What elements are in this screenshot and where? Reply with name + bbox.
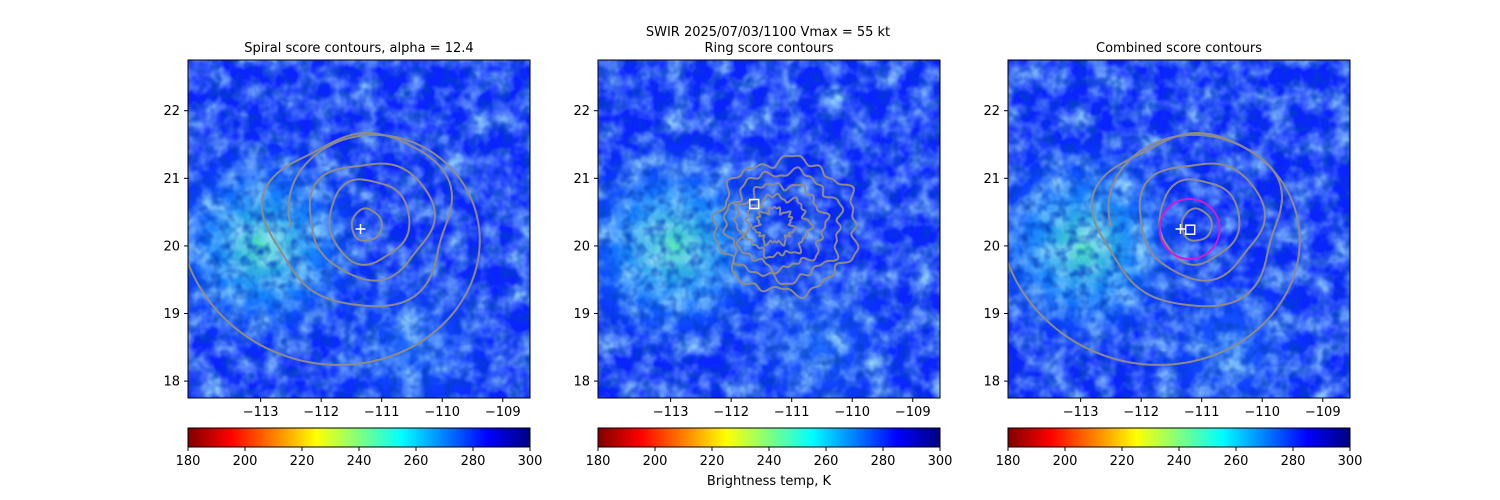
x-tick-label: −109 xyxy=(1305,405,1341,420)
x-tick-label: −112 xyxy=(1123,405,1159,420)
contour-line xyxy=(350,207,383,242)
contour-line xyxy=(1008,133,1301,366)
x-tick-label: −110 xyxy=(1244,405,1280,420)
y-tick-label: 18 xyxy=(983,375,1000,390)
x-tick-label: −110 xyxy=(424,405,460,420)
colorbar-tick-label: 280 xyxy=(461,454,486,469)
colorbar xyxy=(597,427,941,448)
y-tick-label: 19 xyxy=(573,307,590,322)
axes-frame xyxy=(597,59,941,399)
panel-title: Combined score contours xyxy=(1096,41,1262,56)
colorbar-tick-label: 280 xyxy=(1281,454,1306,469)
panel-title: Ring score contours xyxy=(704,41,833,56)
panel-3: Combined score contours −113 −112 −111 −110 −… xyxy=(983,41,1362,469)
colorbar-tick-label: 240 xyxy=(347,454,372,469)
colorbar-tick-label: 240 xyxy=(757,454,782,469)
y-tick-label: 20 xyxy=(163,239,180,254)
x-tick-label: −110 xyxy=(834,405,870,420)
contour-line xyxy=(1138,162,1267,282)
panels: Spiral score contours, alpha = 12.4 −113 −… xyxy=(163,41,1362,469)
y-tick-label: 18 xyxy=(163,375,180,390)
y-tick-label: 19 xyxy=(163,307,180,322)
colorbar-tick-label: 200 xyxy=(233,454,258,469)
x-tick-label: −112 xyxy=(303,405,339,420)
ring-circle xyxy=(1158,198,1221,260)
colorbar xyxy=(187,427,531,448)
x-tick-label: −111 xyxy=(774,405,810,420)
colorbar-tick-label: 180 xyxy=(996,454,1021,469)
y-tick-label: 20 xyxy=(983,239,1000,254)
colorbar-tick-label: 260 xyxy=(404,454,429,469)
colorbar-tick-label: 300 xyxy=(518,454,543,469)
y-tick-label: 18 xyxy=(573,375,590,390)
figure-suptitle: SWIR 2025/07/03/1100 Vmax = 55 kt xyxy=(646,25,890,40)
colorbar-tick-label: 180 xyxy=(176,454,201,469)
y-tick-label: 21 xyxy=(163,172,180,187)
contour-line xyxy=(742,192,815,259)
colorbar-tick-label: 220 xyxy=(290,454,315,469)
panel-2: Ring score contours −113 −112 −111 −110 −109 1… xyxy=(573,41,952,469)
contour-line xyxy=(188,133,481,366)
axes-frame xyxy=(187,59,531,399)
contours xyxy=(711,154,860,300)
colorbar-tick-label: 240 xyxy=(1167,454,1192,469)
contour-line xyxy=(1158,178,1241,266)
x-tick-label: −113 xyxy=(653,405,689,420)
contour-line xyxy=(711,154,860,300)
x-tick-label: −109 xyxy=(485,405,521,420)
y-tick-label: 21 xyxy=(983,172,1000,187)
colorbar-tick-label: 260 xyxy=(1224,454,1249,469)
contour-line xyxy=(260,132,454,308)
contour-line xyxy=(1180,207,1213,242)
x-tick-label: −111 xyxy=(364,405,400,420)
colorbar-tick-label: 280 xyxy=(871,454,896,469)
colorbar-tick-label: 300 xyxy=(1338,454,1363,469)
colorbar-tick-label: 220 xyxy=(1110,454,1135,469)
colorbar-tick-label: 300 xyxy=(928,454,953,469)
y-tick-label: 19 xyxy=(983,307,1000,322)
panel-title: Spiral score contours, alpha = 12.4 xyxy=(244,41,473,56)
center-square-marker xyxy=(748,198,760,210)
image-texture-cold xyxy=(598,60,940,398)
y-tick-label: 21 xyxy=(573,172,590,187)
x-tick-label: −111 xyxy=(1184,405,1220,420)
x-tick-label: −113 xyxy=(1063,405,1099,420)
x-tick-label: −109 xyxy=(895,405,931,420)
contour-line xyxy=(751,205,798,247)
contour-line xyxy=(328,178,411,266)
y-tick-label: 22 xyxy=(573,104,590,119)
contour-line xyxy=(308,162,437,282)
center-square-marker xyxy=(1184,224,1196,235)
center-plus-marker xyxy=(355,224,366,234)
x-tick-label: −112 xyxy=(713,405,749,420)
colorbar-tick-label: 180 xyxy=(586,454,611,469)
y-tick-label: 22 xyxy=(983,104,1000,119)
colorbar-tick-label: 200 xyxy=(1053,454,1078,469)
contour-line xyxy=(733,181,831,275)
contours xyxy=(1008,132,1301,366)
colorbar-label: Brightness temp, K xyxy=(707,474,832,489)
colorbar-tick-label: 200 xyxy=(643,454,668,469)
center-plus-marker xyxy=(1175,224,1186,234)
colorbar xyxy=(1007,427,1351,448)
contours xyxy=(188,132,481,366)
panel-1: Spiral score contours, alpha = 12.4 −113 −… xyxy=(163,41,542,469)
contour-line xyxy=(722,166,845,286)
y-tick-label: 22 xyxy=(163,104,180,119)
colorbar-tick-label: 260 xyxy=(814,454,839,469)
y-tick-label: 20 xyxy=(573,239,590,254)
axes-frame xyxy=(1007,59,1351,399)
x-tick-label: −113 xyxy=(243,405,279,420)
satellite-image xyxy=(598,60,940,398)
colorbar-tick-label: 220 xyxy=(700,454,725,469)
